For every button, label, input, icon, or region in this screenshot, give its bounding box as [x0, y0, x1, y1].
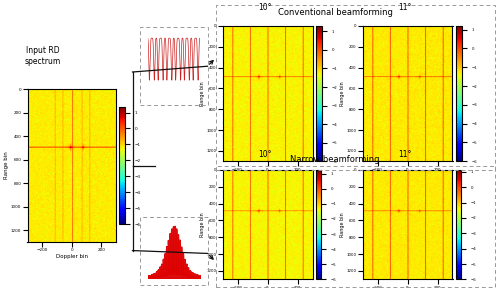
Text: Input RD
spectrum: Input RD spectrum [24, 46, 60, 66]
Y-axis label: Range bin: Range bin [200, 212, 205, 237]
Y-axis label: Range bin: Range bin [340, 81, 345, 106]
Text: Narrow beamforming: Narrow beamforming [290, 155, 380, 164]
X-axis label: Doppler bin: Doppler bin [253, 173, 282, 178]
Text: 10°: 10° [258, 150, 272, 159]
Text: Conventional beamforming: Conventional beamforming [278, 8, 392, 17]
Y-axis label: Range bin: Range bin [200, 81, 205, 106]
X-axis label: Doppler bin: Doppler bin [56, 253, 88, 259]
Text: 10°: 10° [258, 3, 272, 12]
Y-axis label: Range bin: Range bin [4, 152, 10, 179]
Y-axis label: Range bin: Range bin [340, 212, 345, 237]
Text: 11°: 11° [398, 150, 411, 159]
Text: 11°: 11° [398, 3, 411, 12]
X-axis label: Doppler bin: Doppler bin [393, 173, 422, 178]
